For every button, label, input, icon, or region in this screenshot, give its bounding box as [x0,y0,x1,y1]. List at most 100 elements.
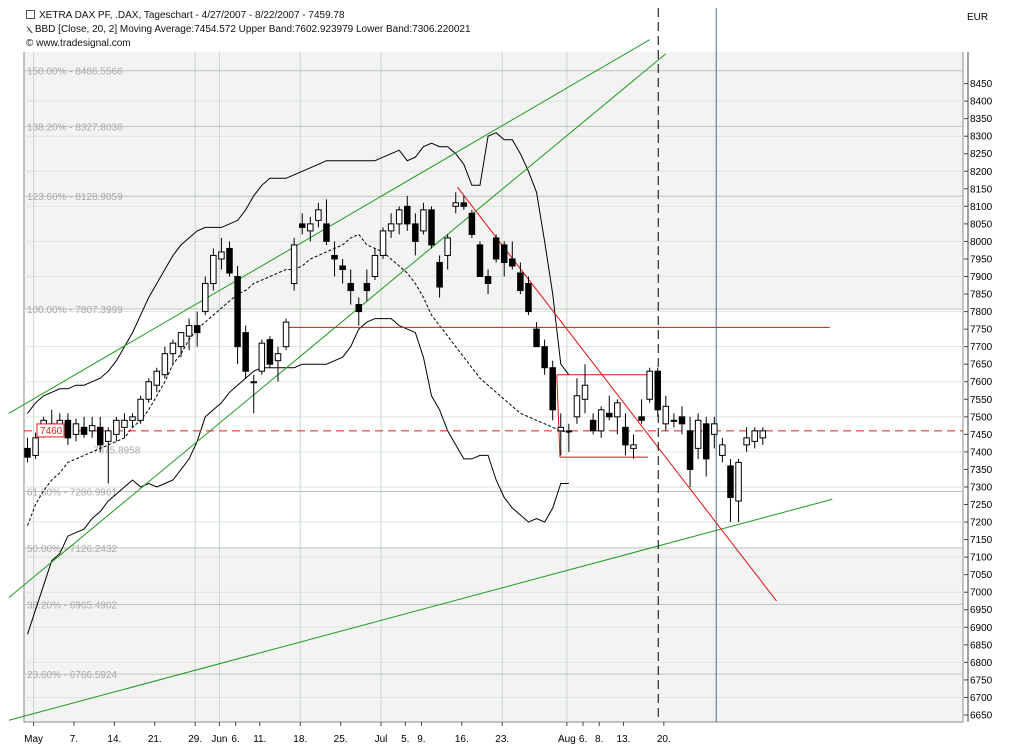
y-tick-label: 6850 [970,640,993,651]
candle-down [509,258,516,267]
indicator-legend: BBD [Close, 20, 2] Moving Average:7454.5… [34,24,471,35]
candle-up [129,416,136,421]
candle-down [193,325,201,334]
x-tick-label: 6. [231,734,239,745]
candle-down [484,276,492,285]
candle-up [137,398,144,421]
candle-up [670,419,678,422]
y-tick-label: 8000 [970,237,993,248]
candle-up [274,353,282,362]
y-tick-label: 7300 [970,482,993,493]
y-tick-label: 7800 [970,307,993,318]
candle-down [412,223,419,242]
copyright-row: © www.tradesignal.com [26,38,131,49]
candle-down [541,346,548,369]
candle-down [460,202,468,207]
candle-down [622,426,629,446]
range-box-left [556,374,561,458]
y-tick-label: 7100 [970,553,993,564]
candle-up [387,223,395,232]
y-tick-label: 8100 [970,202,993,213]
x-tick-label: 18. [293,734,307,745]
candle-down [234,276,241,348]
x-tick-label: Jul [375,734,388,745]
candle-up [759,430,767,439]
x-tick-label: 29. [188,734,202,745]
fib-white-band [24,308,963,548]
copyright-text: © www.tradesignal.com [26,38,131,49]
x-tick-label: 6. [579,734,587,745]
candle-down [404,205,411,225]
candle-down [476,244,484,278]
y-tick-label: 8350 [970,114,993,125]
fib-label: 23.60% - 6766.5924 [27,670,118,681]
candle-down [517,272,524,292]
candle-up [177,332,185,348]
candle-up [444,237,451,256]
y-tick-label: 7450 [970,430,993,441]
candle-up [250,381,257,384]
indicator-icon[interactable]: Ⲭ [26,24,32,34]
candle-up [145,381,152,400]
y-tick-label: 6950 [970,605,993,616]
checkbox-icon[interactable] [26,10,35,19]
bollinger-upper [27,132,570,414]
candle-down [468,212,476,235]
x-tick-label: 9. [417,734,425,745]
candle-down [355,304,363,313]
candle-up [751,430,758,442]
candle-down [347,283,354,292]
candle-down [266,339,274,365]
y-tick-label: 7350 [970,465,993,476]
current-price-box [36,423,65,438]
right-axis-area [964,0,1001,754]
candle-down [678,416,686,425]
candle-up [113,419,120,435]
x-tick-label: May [24,734,43,745]
candle-down [80,426,88,435]
candle-up [105,430,112,442]
candle-down [533,328,540,348]
candle-up [646,370,653,400]
candle-down [525,283,532,313]
y-tick-label: 7950 [970,254,993,265]
y-tick-label: 7500 [970,412,993,423]
candle-up [565,430,573,433]
y-tick-label: 8450 [970,79,993,90]
x-tick-label: 8. [595,734,603,745]
y-tick-label: 6700 [970,693,993,704]
y-tick-label: 6650 [970,710,993,721]
fib-label: 150.00% - 8486.5566 [27,67,123,78]
candle-down [549,367,556,411]
x-tick-label: 16. [455,734,469,745]
candle-down [638,416,645,421]
x-tick-label: 14. [107,734,121,745]
y-tick-label: 8250 [970,149,993,160]
y-tick-label: 7200 [970,518,993,529]
candle-down [339,265,346,270]
y-tick-label: 8050 [970,219,993,230]
currency-label: EUR [967,12,988,23]
candle-up [210,254,217,285]
x-tick-label: 11. [253,734,266,745]
candle-up [743,437,750,446]
y-tick-label: 7750 [970,325,993,336]
y-tick-label: 6750 [970,675,993,686]
y-tick-label: 6900 [970,623,993,634]
bollinger-lower [27,318,569,635]
x-tick-label: 20. [657,734,671,745]
y-tick-label: 7250 [970,500,993,511]
chart-title: XETRA DAX PF, .DAX, Tageschart - 4/27/20… [39,10,345,21]
candle-up [395,209,403,225]
y-tick-label: 8150 [970,184,993,195]
candle-up [452,202,459,207]
candle-up [694,419,702,449]
bollinger-middle [27,233,569,526]
current-price-label: 7460 [40,426,63,437]
candle-up [379,230,387,256]
fib-label: 38.20% - 6965.4902 [27,600,118,611]
candle-down [686,430,694,470]
candle-up [557,426,565,432]
candle-up [88,425,96,432]
